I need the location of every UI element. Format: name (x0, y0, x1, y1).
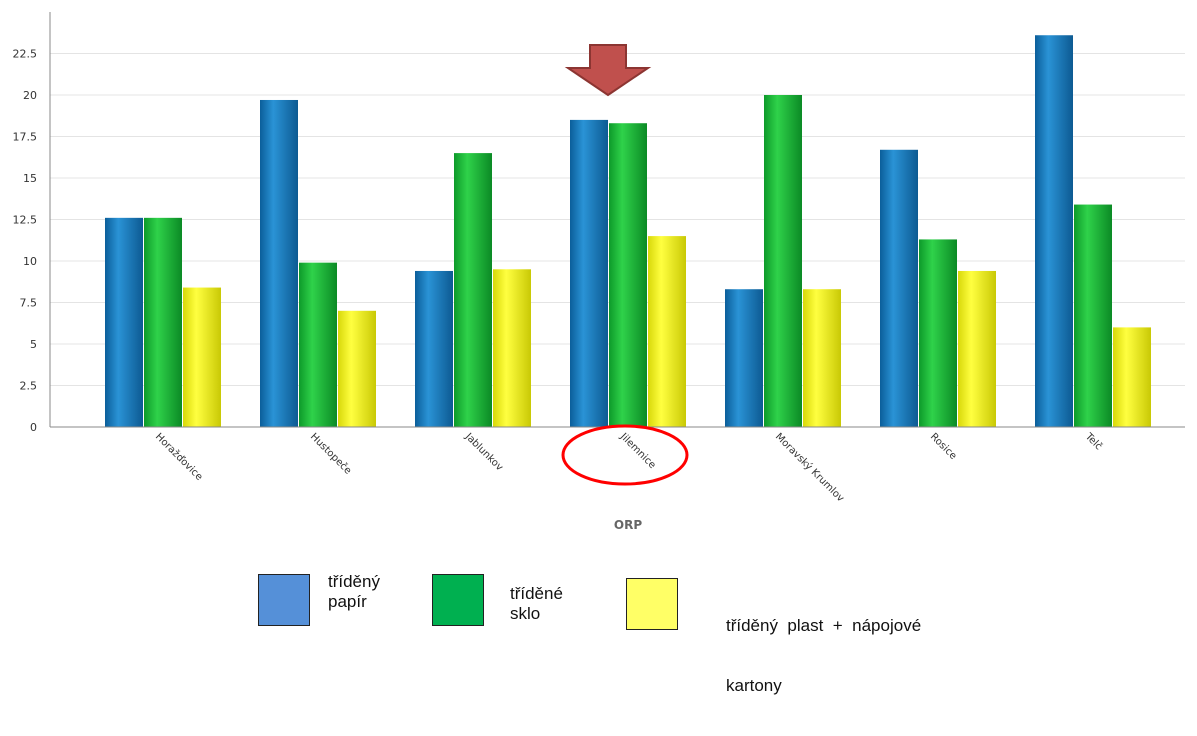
bar-glass (609, 123, 647, 427)
y-tick-label: 12.5 (13, 214, 38, 227)
legend-label-paper-line2: papír (328, 592, 367, 611)
bar-chart: 0 2.5 5 7.5 10 12.5 15 17.5 20 22.5 Horažďovice Hu… (13, 12, 1185, 532)
x-tick-label: Rosice (928, 431, 959, 462)
y-tick-label: 2.5 (20, 380, 38, 393)
x-tick-label: Moravský Krumlov (773, 431, 847, 505)
y-tick-label: 7.5 (20, 297, 38, 310)
bar-paper (725, 289, 763, 427)
bar-paper (105, 217, 143, 427)
legend-label-glass: tříděné sklo (510, 584, 563, 624)
legend-label-paper: tříděný papír (328, 572, 380, 612)
bar-paper (880, 149, 918, 427)
bar-paper (260, 99, 298, 427)
y-tick-label: 15 (23, 172, 37, 185)
category-labels: Horažďovice Hustopeče Jablunkov Jilemnice Mo… (153, 430, 1105, 504)
bar-glass (1074, 204, 1112, 427)
bar-paper (570, 119, 608, 428)
legend: tříděný papír tříděné sklo tříděný plast… (258, 572, 1018, 695)
x-tick-label: Telč (1082, 430, 1105, 453)
bar-glass (919, 239, 957, 427)
y-tick-label: 17.5 (13, 131, 38, 144)
bar-plastic (338, 310, 376, 427)
bar-paper (415, 270, 453, 427)
legend-label-paper-line1: tříděný (328, 572, 380, 591)
bar-plastic (493, 269, 531, 427)
legend-swatch-plastic (626, 578, 678, 630)
y-tick-label: 20 (23, 89, 37, 102)
bar-plastic (648, 236, 686, 427)
bar-glass (454, 153, 492, 427)
x-tick-label: Hustopeče (308, 431, 354, 477)
bar-plastic (803, 289, 841, 427)
legend-label-plastic-line1: tříděný plast + nápojové (726, 616, 922, 635)
legend-label-plastic: tříděný plast + nápojové kartony (726, 576, 921, 736)
y-tick-label: 22.5 (13, 48, 38, 61)
bar-glass (764, 95, 802, 427)
y-tick-label: 10 (23, 255, 37, 268)
x-tick-label: Jablunkov (462, 431, 505, 474)
legend-label-glass-line2: sklo (510, 604, 541, 623)
legend-label-glass-line1: tříděné (510, 584, 563, 603)
down-arrow-annotation (564, 44, 652, 97)
x-tick-label: Horažďovice (153, 431, 205, 483)
bar-glass (144, 217, 182, 427)
x-axis-title: ORP (614, 518, 642, 532)
y-tick-label: 0 (30, 421, 37, 434)
bars (105, 35, 1151, 428)
bar-plastic (958, 270, 996, 427)
legend-label-plastic-line2: kartony (726, 676, 782, 695)
bar-paper (1035, 35, 1073, 428)
bar-plastic (1113, 327, 1151, 427)
highlight-circle-annotation (561, 424, 689, 486)
x-tick-label: Jilemnice (617, 431, 657, 471)
bar-plastic (183, 287, 221, 427)
legend-swatch-glass (432, 574, 484, 626)
legend-swatch-paper (258, 574, 310, 626)
bar-glass (299, 262, 337, 427)
y-tick-label: 5 (30, 338, 37, 351)
